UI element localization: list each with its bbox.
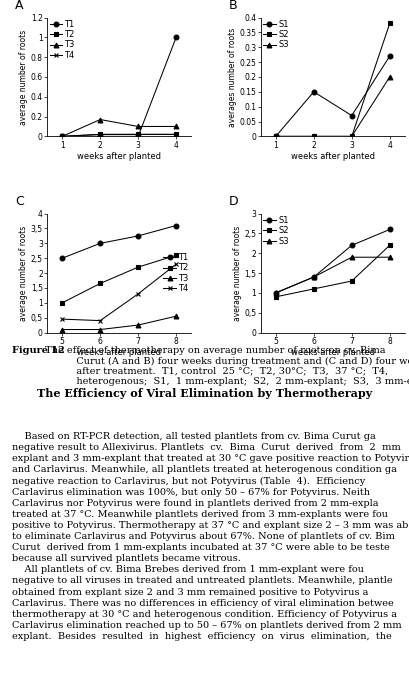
S2 [311, 132, 316, 141]
T2 [98, 130, 103, 139]
T1 [98, 239, 103, 248]
T2 [98, 279, 103, 288]
T1 [60, 132, 65, 141]
T3 [60, 326, 65, 334]
Line: S1: S1 [273, 227, 392, 295]
Line: S3: S3 [273, 74, 392, 139]
Legend: S1, S2, S3: S1, S2, S3 [262, 19, 290, 50]
Text: The Efficiency of Viral Elimination by Thermotherapy: The Efficiency of Viral Elimination by T… [37, 388, 372, 399]
Line: T3: T3 [60, 117, 179, 139]
Text: D: D [229, 195, 238, 208]
T2 [136, 130, 141, 139]
Y-axis label: average number of roots: average number of roots [233, 225, 242, 321]
T1 [136, 232, 141, 240]
S1 [349, 241, 354, 249]
T3 [60, 132, 65, 141]
S1 [349, 111, 354, 120]
S2 [273, 132, 278, 141]
Legend: T1, T2, T3, T4: T1, T2, T3, T4 [49, 19, 76, 61]
Legend: S1, S2, S3: S1, S2, S3 [262, 216, 290, 246]
Line: T2: T2 [60, 253, 179, 305]
T3 [98, 326, 103, 334]
Line: T1: T1 [60, 223, 179, 260]
Line: S3: S3 [273, 255, 392, 295]
S2 [349, 276, 354, 285]
S1 [387, 225, 392, 234]
T1 [174, 33, 179, 41]
Legend: T1, T2, T3, T4: T1, T2, T3, T4 [163, 253, 190, 294]
T4 [98, 130, 103, 139]
Y-axis label: average number of roots: average number of roots [19, 29, 28, 125]
Text: The effect of thermotherapy on average number of roots on cv. Bima
           Cu: The effect of thermotherapy on average n… [42, 346, 409, 386]
S1 [387, 52, 392, 60]
T3 [136, 321, 141, 329]
Line: S2: S2 [273, 21, 392, 139]
X-axis label: weeks after planted: weeks after planted [77, 349, 161, 358]
S3 [273, 132, 278, 141]
Text: Figure 12: Figure 12 [12, 346, 65, 355]
S2 [349, 132, 354, 141]
S3 [349, 253, 354, 261]
Text: C: C [15, 195, 24, 208]
S2 [387, 241, 392, 249]
S3 [311, 132, 316, 141]
S1 [273, 132, 278, 141]
T4 [136, 290, 141, 298]
Line: T4: T4 [60, 132, 179, 139]
T2 [174, 130, 179, 139]
T1 [98, 132, 103, 141]
Line: T2: T2 [60, 132, 179, 139]
T4 [98, 316, 103, 325]
Y-axis label: average number of roots: average number of roots [19, 225, 28, 321]
Text: B: B [229, 0, 238, 12]
Line: S1: S1 [273, 54, 392, 139]
S3 [273, 288, 278, 297]
S3 [311, 273, 316, 281]
S1 [273, 288, 278, 297]
T1 [174, 221, 179, 230]
S3 [387, 73, 392, 81]
Y-axis label: averages number of roots: averages number of roots [228, 27, 237, 127]
S1 [311, 88, 316, 96]
Line: T4: T4 [60, 262, 179, 323]
T3 [174, 312, 179, 321]
S2 [311, 285, 316, 293]
Text: A: A [15, 0, 24, 12]
T4 [174, 260, 179, 268]
X-axis label: weeks after planted: weeks after planted [291, 349, 375, 358]
T4 [136, 130, 141, 139]
Line: S2: S2 [273, 243, 392, 300]
T3 [136, 122, 141, 131]
S2 [387, 19, 392, 27]
T2 [174, 251, 179, 260]
X-axis label: weeks after planted: weeks after planted [291, 153, 375, 161]
T1 [60, 254, 65, 262]
S1 [311, 273, 316, 281]
Line: T1: T1 [60, 35, 179, 139]
T2 [60, 299, 65, 307]
X-axis label: weeks after planted: weeks after planted [77, 153, 161, 161]
T1 [136, 132, 141, 141]
Line: T3: T3 [60, 314, 179, 332]
T4 [60, 315, 65, 323]
T4 [174, 130, 179, 139]
S3 [349, 132, 354, 141]
S3 [387, 253, 392, 261]
T4 [60, 132, 65, 141]
S2 [273, 293, 278, 301]
T3 [174, 122, 179, 131]
T3 [98, 116, 103, 124]
T2 [60, 132, 65, 141]
T2 [136, 263, 141, 272]
Text: Based on RT-PCR detection, all tested plantlets from cv. Bima Curut ga
negative : Based on RT-PCR detection, all tested pl… [12, 432, 409, 641]
